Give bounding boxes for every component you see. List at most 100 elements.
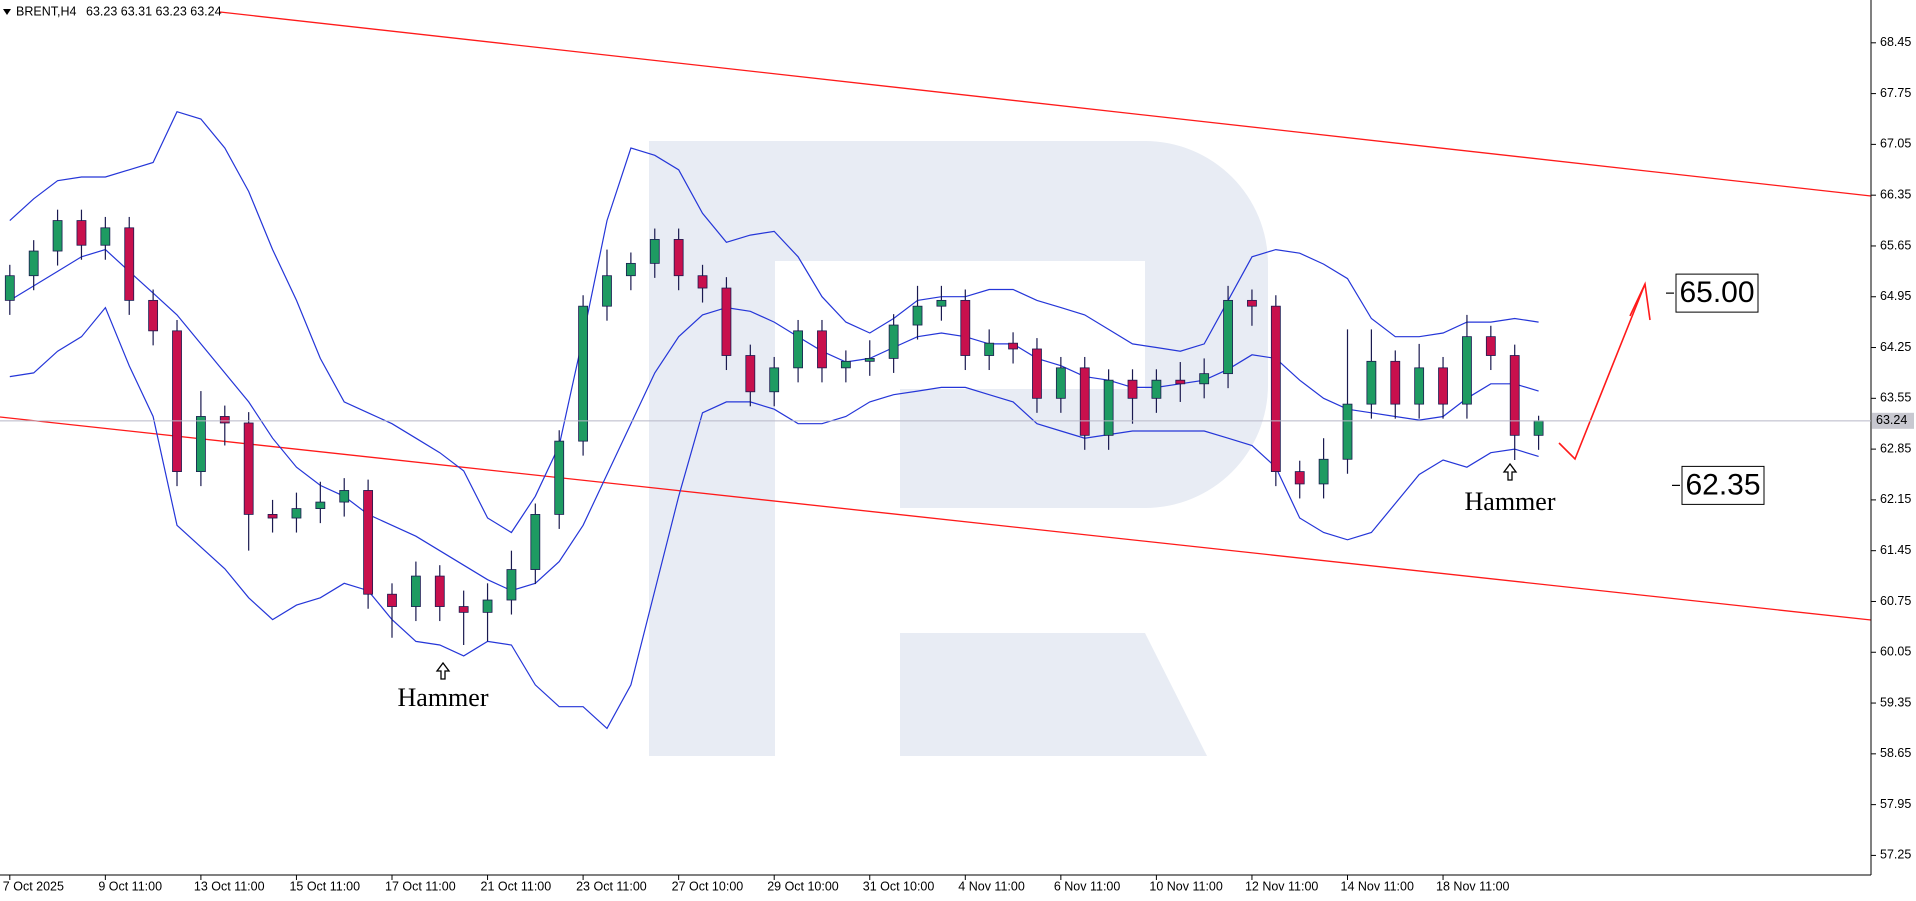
candle-body [888,324,899,359]
y-tick-label: 64.25 [1880,340,1911,354]
candle-body [1366,360,1377,405]
hammer-label: Hammer [398,683,489,712]
candle-body [1079,367,1090,436]
watermark [649,141,1268,756]
forecast-arrow-head [1629,281,1651,321]
candle-body [1462,336,1472,405]
candle-body [673,239,684,277]
candle-body [1533,420,1544,436]
candle-body [124,227,135,301]
candle-body [315,501,326,510]
candle-body [793,330,803,369]
candle-body [1509,355,1520,436]
x-tick-label: 14 Nov 11:00 [1341,879,1414,893]
candle-body [1151,379,1162,399]
y-tick-label: 60.05 [1880,645,1911,659]
hammer-label: Hammer [1465,487,1556,516]
candle-body [219,416,230,424]
candle-body [482,599,493,613]
candle-body [769,367,780,393]
x-tick-label: 6 Nov 11:00 [1054,879,1121,893]
candle-body [267,514,278,519]
last-price-label: 63.24 [1876,413,1907,427]
candle-body [339,490,350,503]
candle-body [1342,403,1353,460]
x-tick-label: 15 Oct 11:00 [289,879,360,893]
candle-body [76,220,87,246]
x-tick-label: 13 Oct 11:00 [194,879,265,893]
hammer-arrow [435,661,451,680]
candle-body [697,275,708,289]
candle-body [1390,360,1401,405]
y-tick-label: 57.25 [1880,848,1911,862]
watermark-bowl [775,141,1268,508]
candle-body [1008,342,1018,350]
level-box [1681,465,1765,505]
candle-body [1414,367,1425,405]
x-tick-label: 18 Nov 11:00 [1436,879,1509,893]
y-tick-label: 57.95 [1880,797,1911,811]
y-tick-label: 67.75 [1880,86,1911,100]
watermark-stem [649,141,775,756]
candle-body [1175,379,1186,385]
candle-body [1032,348,1042,399]
x-tick-label: 31 Oct 10:00 [863,879,935,893]
watermark-leg [900,633,1207,756]
x-tick-label: 29 Oct 10:00 [767,879,839,893]
x-tick-label: 4 Nov 11:00 [958,879,1025,893]
y-tick-label: 64.95 [1880,289,1911,303]
channel-lower [0,416,1872,621]
menu-triangle [3,9,11,15]
x-tick-label: 12 Nov 11:00 [1245,879,1318,893]
candle-body [363,490,374,595]
candle-body [936,299,947,307]
y-tick-label: 65.65 [1880,238,1911,252]
candle-body [291,508,302,519]
candle-body [1055,367,1066,399]
candle-body [1127,379,1138,399]
y-tick-label: 67.05 [1880,137,1911,151]
candle-body [4,275,15,301]
candle-body [1294,471,1305,485]
candle-body [912,305,923,326]
plot [4,110,1544,730]
candle-body [1438,367,1448,405]
candle-body [864,358,875,362]
candle-body [410,575,421,607]
candle-body [28,250,39,277]
x-tick-label: 23 Oct 11:00 [576,879,647,893]
band-middle [9,248,1539,592]
candle-body [530,514,541,570]
candle-body [817,330,827,369]
candle-body [458,606,469,613]
candle-body [1318,458,1329,485]
candle-body [554,440,565,515]
candle-body [1199,373,1210,385]
level-label: 62.35 [1685,468,1760,501]
candle-body [387,593,397,607]
hammer-arrow [1502,462,1518,481]
level-label: 65.00 [1679,276,1754,309]
y-tick-label: 62.15 [1880,492,1911,506]
candle-body [1485,336,1496,356]
candle-body [434,575,445,607]
last-price-box [1872,412,1914,429]
x-tick-label: 17 Oct 11:00 [385,879,456,893]
x-tick-label: 27 Oct 10:00 [672,879,744,893]
x-tick-label: 7 Oct 2025 [3,879,64,893]
y-tick-label: 58.65 [1880,746,1911,760]
candle-body [243,422,254,515]
y-tick-label: 63.55 [1880,391,1911,405]
candle-body [602,275,612,307]
y-tick-label: 59.35 [1880,695,1911,709]
candle-body [721,287,732,356]
level-box [1675,273,1759,313]
chart-title: BRENT,H4 [16,4,76,18]
candle-body [625,262,636,277]
candle-body [1103,379,1114,436]
candle-body [506,569,517,601]
y-tick-label: 66.35 [1880,187,1911,201]
x-tick-label: 10 Nov 11:00 [1149,879,1222,893]
candle-body [960,299,971,356]
